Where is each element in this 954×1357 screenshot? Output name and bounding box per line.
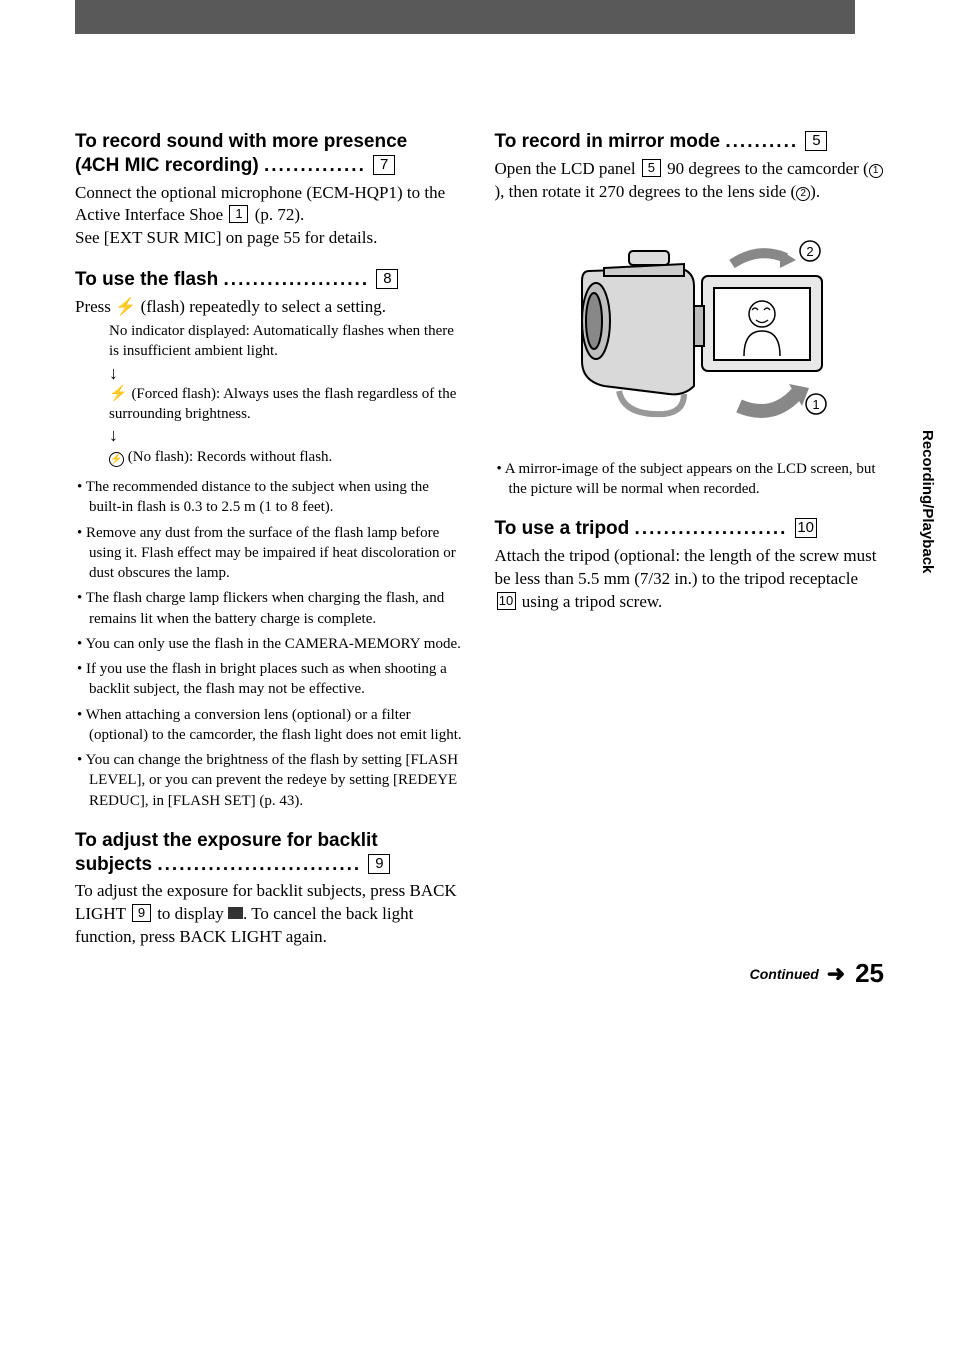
heading-text: To adjust the exposure for backlit [75,830,378,851]
text: (p. 72). [250,205,304,224]
heading-mirror-mode: To record in mirror mode .......... 5 [495,130,885,154]
right-column: To record in mirror mode .......... 5 Op… [495,130,885,961]
leader-dots: ............................ [157,854,361,875]
body-text: Attach the tripod (optional: the length … [495,545,885,614]
ref-box-8: 8 [376,269,398,289]
no-flash-icon: ⚡ [109,452,124,467]
list-item: When attaching a conversion lens (option… [75,705,465,746]
text: (No flash): Records without flash. [124,449,332,465]
heading-tripod: To use a tripod ..................... 10 [495,517,885,541]
list-item: Remove any dust from the surface of the … [75,523,465,584]
ref-box-5: 5 [805,131,827,151]
list-item: The flash charge lamp flickers when char… [75,588,465,629]
body-text: Open the LCD panel 5 90 degrees to the c… [495,158,885,204]
callout-1: 1 [813,397,820,412]
circle-1-icon: 1 [869,164,883,178]
flash-options: No indicator displayed: Automatically fl… [109,321,465,467]
body-text: To adjust the exposure for backlit subje… [75,880,465,949]
text: 90 degrees to the camcorder ( [663,159,869,178]
left-column: To record sound with more presence (4CH … [75,130,465,961]
flash-icon: ⚡ [115,297,136,316]
down-arrow-icon: ↓ [109,366,465,380]
ref-box-10: 10 [497,592,516,610]
ref-box-7: 7 [373,155,395,175]
page-content: To record sound with more presence (4CH … [0,0,954,1011]
page-number: 25 [855,958,884,988]
heading-backlit: To adjust the exposure for backlit subje… [75,829,465,877]
heading-text-2: (4CH MIC recording) [75,155,264,176]
text: (Forced flash): Always uses the flash re… [109,386,456,422]
flash-icon: ⚡ [109,385,128,402]
mirror-notes-list: A mirror-image of the subject appears on… [495,459,885,500]
ref-box-5: 5 [642,159,661,177]
text: using a tripod screw. [518,592,663,611]
down-arrow-icon: ↓ [109,428,465,442]
flash-option-none: ⚡ (No flash): Records without flash. [109,447,465,467]
heading-text: To record in mirror mode [495,131,726,152]
flash-option-auto: No indicator displayed: Automatically fl… [109,321,465,362]
text: Attach the tripod (optional: the length … [495,546,877,588]
heading-use-flash: To use the flash .................... 8 [75,268,465,292]
heading-text: To record sound with more presence [75,131,407,152]
heading-4ch-mic: To record sound with more presence (4CH … [75,130,465,178]
flash-notes-list: The recommended distance to the subject … [75,477,465,811]
leader-dots: .................... [224,269,370,290]
text: Press [75,297,115,316]
list-item: The recommended distance to the subject … [75,477,465,518]
list-item: You can change the brightness of the fla… [75,750,465,811]
page-footer: Continued ➜ 25 [750,958,884,989]
text: (flash) repeatedly to select a setting. [136,297,386,316]
text: Open the LCD panel [495,159,640,178]
heading-text-2: subjects [75,854,157,875]
ref-box-10: 10 [795,518,817,538]
heading-text: To use the flash [75,269,224,290]
list-item: You can only use the flash in the CAMERA… [75,634,465,654]
text: ), then rotate it 270 degrees to the len… [495,182,797,201]
text: to display [153,904,228,923]
camcorder-illustration: 2 1 [534,216,844,441]
leader-dots: ..................... [635,518,788,539]
list-item: If you use the flash in bright places su… [75,659,465,700]
ref-box-9: 9 [132,904,151,922]
text: See [EXT SUR MIC] on page 55 for details… [75,228,377,247]
ref-box-1: 1 [229,205,248,223]
continued-label: Continued [750,966,819,982]
body-text: Connect the optional microphone (ECM-HQP… [75,182,465,251]
backlight-icon [228,907,243,919]
leader-dots: .............. [264,155,366,176]
flash-option-forced: ⚡ (Forced flash): Always uses the flash … [109,384,465,425]
leader-dots: .......... [725,131,798,152]
ref-box-9: 9 [368,854,390,874]
heading-text: To use a tripod [495,518,635,539]
list-item: A mirror-image of the subject appears on… [495,459,885,500]
body-text: Press ⚡ (flash) repeatedly to select a s… [75,296,465,319]
continue-arrow-icon: ➜ [827,961,845,986]
callout-2: 2 [807,244,814,259]
circle-2-icon: 2 [796,187,810,201]
text: ). [810,182,820,201]
